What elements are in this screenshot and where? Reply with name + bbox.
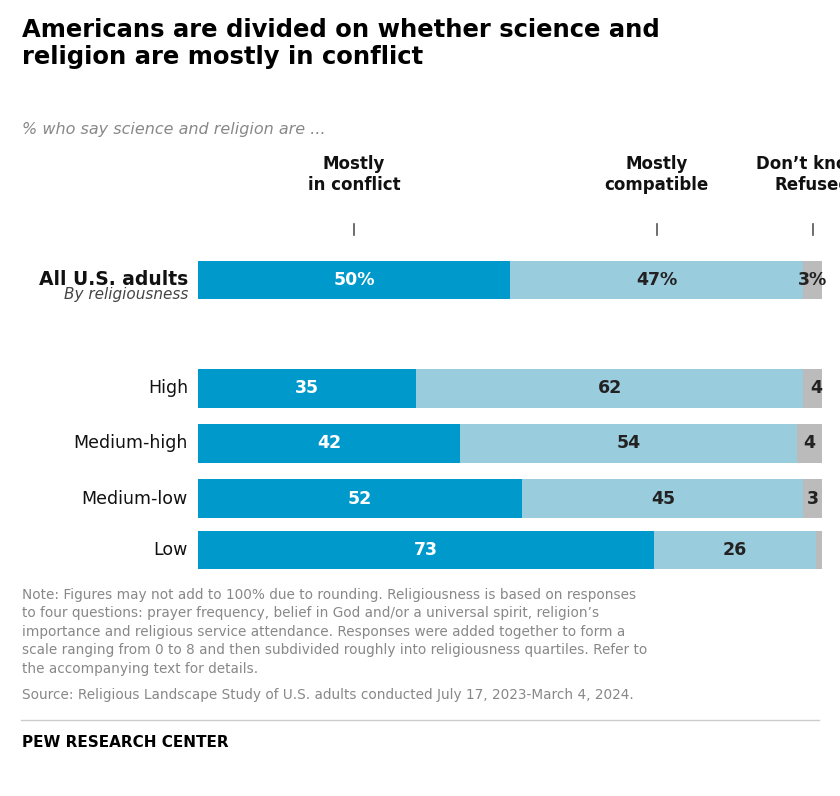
Text: Americans are divided on whether science and
religion are mostly in conflict: Americans are divided on whether science… bbox=[22, 18, 659, 68]
Bar bbox=[803, 479, 822, 517]
Text: 73: 73 bbox=[414, 541, 438, 560]
Text: % who say science and religion are ...: % who say science and religion are ... bbox=[22, 122, 326, 137]
Bar bbox=[198, 531, 654, 569]
Bar bbox=[510, 260, 803, 299]
Text: 3%: 3% bbox=[798, 271, 827, 289]
Text: 42: 42 bbox=[317, 435, 341, 452]
Bar bbox=[460, 424, 797, 462]
Text: Source: Religious Landscape Study of U.S. adults conducted July 17, 2023-March 4: Source: Religious Landscape Study of U.S… bbox=[22, 688, 633, 702]
Bar bbox=[198, 479, 522, 517]
Text: PEW RESEARCH CENTER: PEW RESEARCH CENTER bbox=[22, 735, 228, 750]
Bar bbox=[198, 260, 510, 299]
Bar bbox=[803, 369, 828, 408]
Text: High: High bbox=[148, 380, 188, 397]
Text: 3: 3 bbox=[806, 490, 819, 508]
Bar bbox=[198, 424, 460, 462]
Text: Note: Figures may not add to 100% due to rounding. Religiousness is based on res: Note: Figures may not add to 100% due to… bbox=[22, 588, 648, 676]
Bar bbox=[803, 260, 822, 299]
Text: 47%: 47% bbox=[636, 271, 677, 289]
Bar bbox=[654, 531, 816, 569]
Text: Mostly
compatible: Mostly compatible bbox=[605, 155, 709, 193]
Text: Medium-low: Medium-low bbox=[81, 490, 188, 508]
Text: 35: 35 bbox=[295, 380, 319, 397]
Text: 45: 45 bbox=[651, 490, 675, 508]
Text: 4: 4 bbox=[810, 380, 822, 397]
Bar bbox=[417, 369, 803, 408]
Text: 54: 54 bbox=[617, 435, 641, 452]
Text: By religiousness: By religiousness bbox=[64, 287, 188, 302]
Text: Medium-high: Medium-high bbox=[74, 435, 188, 452]
Text: Low: Low bbox=[154, 541, 188, 560]
Text: 4: 4 bbox=[804, 435, 816, 452]
Text: 26: 26 bbox=[722, 541, 747, 560]
Bar bbox=[797, 424, 822, 462]
Bar bbox=[198, 369, 417, 408]
Bar bbox=[816, 531, 822, 569]
Text: All U.S. adults: All U.S. adults bbox=[39, 271, 188, 289]
Text: 52: 52 bbox=[348, 490, 372, 508]
Text: 62: 62 bbox=[598, 380, 622, 397]
Text: 50%: 50% bbox=[333, 271, 375, 289]
Text: Don’t know/
Refused: Don’t know/ Refused bbox=[756, 155, 840, 193]
Text: Mostly
in conflict: Mostly in conflict bbox=[307, 155, 401, 193]
Bar bbox=[522, 479, 803, 517]
